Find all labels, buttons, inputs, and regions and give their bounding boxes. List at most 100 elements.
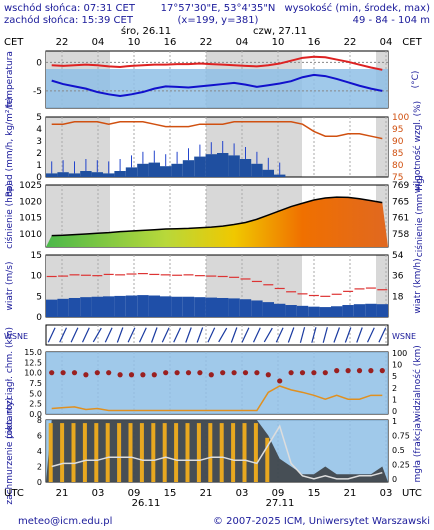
wind-arrow <box>230 327 238 343</box>
coords-text: 17°57'30"E, 53°4'35"N <box>161 3 276 14</box>
cloud-tick-label: 4 <box>37 447 42 456</box>
wind-tick-label: 5 <box>36 292 42 302</box>
cloud-top-dot <box>185 370 192 376</box>
pressure-area <box>46 197 388 247</box>
wind-arrow <box>378 327 387 343</box>
precip-tick-label: 0 <box>36 173 42 183</box>
top-hour-label: 16 <box>308 37 321 48</box>
wind-bar <box>68 297 81 317</box>
wind-direction-panel: WSNE WSNE <box>4 324 416 346</box>
vis-tick-label: 7.5 <box>29 379 42 388</box>
cloud-bar <box>174 423 179 482</box>
precip-bar <box>114 171 126 177</box>
wind-arrow <box>207 327 216 343</box>
vis-tick-label: 15.0 <box>24 348 42 357</box>
vis-right-tick-label: 2 <box>392 384 397 393</box>
humidity-tick-label: 85 <box>392 149 403 159</box>
bottom-hour-label: 03 <box>380 488 393 499</box>
humidity-tick-label: 90 <box>392 137 404 147</box>
pressure-mmhg-tick-label: 769 <box>392 181 409 191</box>
pressure-tick-label: 1020 <box>19 197 42 207</box>
cloud-bar <box>117 423 122 482</box>
pressure-panel: 1025 1020 1015 1010 769 765 761 758 ciśnienie (h… <box>4 175 425 257</box>
cloud-bar <box>185 423 190 482</box>
wind-bar <box>285 305 297 317</box>
vis-ylabel-right: widzialność (km) <box>412 345 423 421</box>
dewpoint-line <box>51 73 383 98</box>
cloud-top-dot <box>322 370 328 376</box>
cloud-top-dot <box>140 372 146 378</box>
pressure-mmhg-tick-label: 765 <box>392 197 409 207</box>
sky-band <box>46 69 388 108</box>
vis-ylabel-left: pion. rozciągł. chm. (km) <box>5 327 15 439</box>
cloud-top-dot <box>379 368 385 374</box>
pressure-ylabel-left: ciśnienie (hPa) <box>4 183 15 249</box>
cloud-top-dot <box>71 370 78 376</box>
night-shade <box>376 255 388 317</box>
top-hour-label: 04 <box>92 37 105 48</box>
temperature-line <box>51 55 383 71</box>
precip-bar <box>160 166 172 177</box>
tz-left-top: CET <box>4 37 24 48</box>
cloud-bar <box>82 423 87 482</box>
wind-bar <box>205 297 217 317</box>
tz-right-bottom: UTC <box>402 488 422 499</box>
wind-tick-label: 15 <box>31 251 42 261</box>
wind-arrow <box>59 327 68 343</box>
cloud-tick-label: 2 <box>37 463 42 472</box>
wind-arrow <box>356 327 363 343</box>
wind-ylabel-left: wiatr (m/s) <box>5 262 15 311</box>
wind-arrow <box>70 327 79 343</box>
bottom-hour-labels: 21 03 09 15 21 03 09 15 21 03 <box>56 488 393 499</box>
bottom-hour-label: 03 <box>236 488 249 499</box>
vis-right-tick-label: 5 <box>392 372 397 381</box>
vis-right-tick-label: 10 <box>392 361 402 370</box>
cloud-top-dot <box>128 372 135 378</box>
email-link[interactable]: meteo@icm.edu.pl <box>18 516 112 527</box>
wind-arrow <box>161 327 170 343</box>
wind-bar <box>353 304 366 317</box>
humidity-line <box>51 121 383 140</box>
precip-bar <box>80 171 92 177</box>
wind-arrow <box>344 327 352 343</box>
wind-arrow <box>263 327 273 343</box>
precip-bar <box>103 173 115 177</box>
precip-bar <box>228 155 240 177</box>
wind-arrow <box>366 327 375 343</box>
elevation-values: 49 - 84 - 104 m <box>353 15 430 26</box>
top-hour-label: 10 <box>128 37 141 48</box>
cloud-top-dot <box>83 372 89 378</box>
wind-arrow <box>173 327 182 343</box>
cloud-top-dot <box>117 372 123 378</box>
tz-left-bottom: UTC <box>4 488 24 499</box>
panel-frame <box>45 324 389 346</box>
temp-tick-label: 0 <box>36 58 42 68</box>
cloud-top-dot <box>231 370 237 376</box>
vis-tick-label: 0.0 <box>29 410 42 419</box>
cloud-bar <box>253 423 258 482</box>
cloud-top-dot <box>311 370 317 376</box>
bottom-hour-label: 21 <box>56 488 69 499</box>
top-hour-label: 10 <box>272 37 285 48</box>
night-shade <box>46 117 110 177</box>
wind-arrow <box>333 327 340 343</box>
wind-bar <box>262 302 274 317</box>
pressure-mmhg-tick-label: 758 <box>392 230 409 240</box>
cloud-top-dot <box>299 370 306 376</box>
precip-bar <box>91 172 103 177</box>
precip-bar <box>137 163 149 177</box>
sunrise-text: wschód słońca: 07:31 CET <box>4 2 136 14</box>
wind-arrow <box>299 327 306 343</box>
day1-label: śro, 26.11 <box>121 25 171 37</box>
cloud-top-dot <box>174 370 180 376</box>
cloud-bar <box>139 423 144 482</box>
cloud-top-dot <box>208 372 214 378</box>
fog-tick-label: 0.75 <box>392 432 410 441</box>
precip-ylabel-right: wilgotność wzgl. (%) <box>412 101 423 193</box>
wind-tick-label: 0 <box>36 313 42 323</box>
cloud-top-dot <box>334 368 340 374</box>
fog-tick-label: 0.25 <box>392 461 410 470</box>
bottom-hour-label: 15 <box>308 488 321 499</box>
cloud-bar <box>71 423 76 482</box>
